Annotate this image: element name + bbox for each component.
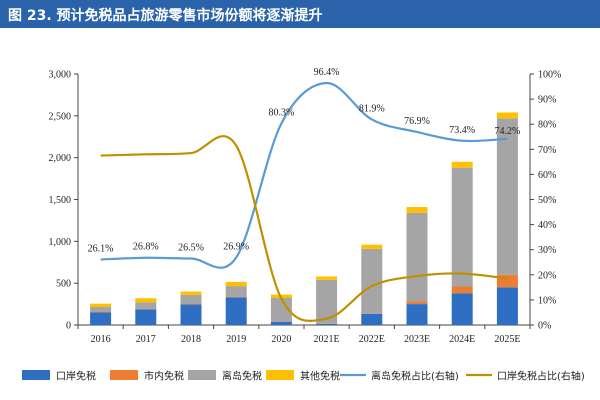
y-tick-label: 2,000: [49, 153, 72, 164]
bar-qita: [90, 303, 112, 308]
legend-kouan-swatch: [22, 370, 50, 380]
bar-kouan: [270, 321, 292, 325]
legend-lidao-swatch: [188, 370, 216, 380]
x-tick-label: 2022E: [359, 334, 385, 345]
x-tick-label: 2019: [226, 334, 246, 345]
bar-kouan: [90, 312, 112, 325]
data-label-lidao-share: 76.9%: [404, 116, 430, 127]
line-kouan-share: [100, 135, 508, 322]
legend-qita-swatch: [266, 370, 294, 380]
bar-lidao: [270, 297, 292, 322]
bar-kouan: [361, 313, 383, 325]
bar-lidao: [180, 294, 202, 305]
data-label-lidao-share: 73.4%: [449, 125, 475, 136]
y-tick-label: 1,500: [49, 195, 72, 206]
x-tick-label: 2018: [181, 334, 201, 345]
bar-qita: [316, 276, 338, 280]
y-tick-label: 3,000: [49, 70, 72, 81]
bar-lidao: [406, 212, 428, 302]
x-tick-label: 2020: [271, 334, 291, 345]
bar-kouan: [135, 309, 157, 325]
y2-tick-label: 60%: [538, 170, 556, 181]
data-label-lidao-share: 26.8%: [133, 242, 159, 253]
bar-kouan: [180, 304, 202, 325]
y2-tick-label: 50%: [538, 195, 556, 206]
line-lidao-share: [100, 81, 508, 269]
bar-lidao: [361, 248, 383, 314]
x-tick-label: 2017: [136, 334, 156, 345]
bar-qita: [180, 291, 202, 295]
bar-kouan: [451, 293, 473, 325]
x-tick-label: 2023E: [404, 334, 430, 345]
bar-lidao: [316, 279, 338, 324]
y2-tick-label: 70%: [538, 145, 556, 156]
data-label-lidao-share: 81.9%: [359, 103, 385, 114]
x-tick-label: 2024E: [449, 334, 475, 345]
bar-lidao: [496, 118, 518, 275]
legend-lidao-label: 离岛免税: [222, 370, 262, 383]
legend-kouan-share-label: 口岸免税占比(右轴): [497, 370, 585, 383]
bar-shinei: [406, 301, 428, 305]
y2-tick-label: 0%: [538, 321, 551, 332]
bar-qita: [406, 207, 428, 213]
legend-shinei-label: 市内免税: [144, 370, 184, 383]
bar-shinei: [451, 286, 473, 294]
bar-qita: [496, 112, 518, 119]
y-tick-label: 0: [66, 321, 71, 332]
legend-lidao-share-label: 离岛免税占比(右轴): [371, 370, 459, 383]
bar-qita: [361, 244, 383, 249]
y2-tick-label: 10%: [538, 295, 556, 306]
data-label-lidao-share: 26.5%: [178, 242, 204, 253]
data-label-lidao-share: 26.1%: [88, 243, 114, 254]
figure-title: 图 23. 预计免税品占旅游零售市场份额将逐渐提升: [8, 8, 323, 24]
y2-tick-label: 40%: [538, 220, 556, 231]
legend-kouan-label: 口岸免税: [56, 370, 96, 383]
data-label-lidao-share: 74.2%: [494, 126, 520, 137]
data-label-lidao-share: 26.9%: [223, 241, 249, 252]
bar-lidao: [451, 167, 473, 287]
bar-qita: [225, 281, 247, 287]
y-tick-label: 500: [56, 279, 71, 290]
bar-lidao: [90, 307, 112, 313]
y2-tick-label: 20%: [538, 270, 556, 281]
bar-lidao: [135, 302, 157, 310]
data-label-lidao-share: 80.3%: [268, 107, 294, 118]
bar-lidao: [225, 286, 247, 297]
data-label-lidao-share: 96.4%: [314, 67, 340, 78]
bar-kouan: [316, 323, 338, 325]
y2-tick-label: 90%: [538, 95, 556, 106]
legend-qita-label: 其他免税: [300, 370, 340, 383]
y-tick-label: 2,500: [49, 111, 72, 122]
x-tick-label: 2021E: [314, 334, 340, 345]
bar-qita: [135, 298, 157, 303]
y2-tick-label: 30%: [538, 245, 556, 256]
y2-tick-label: 80%: [538, 120, 556, 131]
bar-kouan: [496, 287, 518, 325]
x-tick-label: 2016: [91, 334, 111, 345]
y2-tick-label: 100%: [538, 70, 561, 81]
legend-shinei-swatch: [110, 370, 138, 380]
y-tick-label: 1,000: [49, 237, 72, 248]
x-tick-label: 2025E: [494, 334, 520, 345]
bar-kouan: [406, 304, 428, 325]
figure-title-bar: 图 23. 预计免税品占旅游零售市场份额将逐渐提升: [0, 0, 600, 28]
bar-kouan: [225, 297, 247, 325]
bar-qita: [451, 161, 473, 168]
